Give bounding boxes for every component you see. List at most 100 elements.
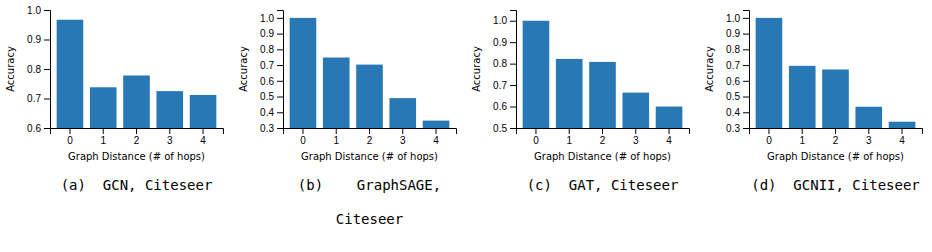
y-axis: 0.30.40.50.60.70.80.91.0	[726, 11, 749, 134]
bar	[656, 107, 683, 128]
panel: 0.30.40.50.60.70.80.91.001234Graph Dista…	[238, 11, 457, 176]
x-tick-label: 3	[400, 135, 406, 146]
y-tick-mark	[743, 18, 749, 19]
bar	[622, 93, 649, 128]
x-tick: 1	[566, 128, 572, 146]
y-tick-label: 0.8	[27, 64, 41, 75]
x-axis-title: Graph Distance (# of hops)	[68, 151, 205, 162]
x-tick-label: 2	[367, 135, 373, 146]
y-tick-mark	[510, 128, 516, 129]
x-tick-mark	[569, 128, 570, 134]
panel: 0.50.60.70.80.91.001234Graph Distance (#…	[471, 11, 690, 236]
x-axis-line	[51, 129, 224, 135]
panel: 0.30.40.50.60.70.80.91.001234Graph Dista…	[704, 11, 923, 176]
bars	[57, 20, 217, 128]
x-tick-mark	[169, 128, 170, 134]
x-axis-title: Graph Distance (# of hops)	[767, 151, 904, 162]
y-tick: 1.0	[260, 13, 283, 24]
y-tick: 0.8	[726, 44, 749, 55]
x-tick-label: 3	[633, 135, 639, 146]
y-tick-mark	[510, 21, 516, 22]
x-tick-mark	[535, 128, 536, 134]
y-tick-mark	[743, 34, 749, 35]
y-tick-mark	[277, 18, 283, 19]
bar	[323, 58, 350, 128]
x-tick: 1	[100, 128, 106, 146]
y-tick-label: 0.8	[493, 58, 507, 69]
x-tick: 0	[533, 128, 539, 146]
x-axis: 01234	[284, 128, 457, 146]
y-tick-label: 0.9	[260, 28, 274, 39]
x-tick: 3	[866, 128, 872, 146]
y-tick: 0.3	[260, 123, 283, 134]
x-tick: 3	[633, 128, 639, 146]
x-tick: 1	[333, 128, 339, 146]
y-tick: 0.7	[260, 60, 283, 71]
y-tick-mark	[743, 65, 749, 66]
y-tick-label: 0.6	[27, 123, 41, 134]
y-tick-mark	[743, 128, 749, 129]
caption: (c) GAT, Citeseer	[527, 177, 679, 193]
y-tick-mark	[44, 69, 50, 70]
y-tick-label: 0.4	[726, 107, 740, 118]
panel: 0.60.70.80.91.001234Graph Distance (# of…	[5, 5, 224, 252]
y-tick-label: 0.3	[260, 123, 274, 134]
x-tick-mark	[635, 128, 636, 134]
x-tick-label: 3	[866, 135, 872, 146]
x-tick-label: 0	[533, 135, 539, 146]
y-tick-mark	[743, 97, 749, 98]
x-tick-mark	[802, 128, 803, 134]
y-tick: 0.8	[260, 44, 283, 55]
bar	[556, 59, 583, 128]
y-tick-label: 1.0	[493, 15, 507, 26]
y-tick: 0.4	[726, 107, 749, 118]
y-tick: 0.6	[260, 76, 283, 87]
bar	[57, 20, 84, 128]
y-axis: 0.50.60.70.80.91.0	[493, 11, 516, 134]
y-tick-mark	[277, 34, 283, 35]
x-tick: 2	[600, 128, 606, 146]
y-tick-label: 0.5	[493, 123, 507, 134]
y-tick-mark	[277, 128, 283, 129]
x-axis-title: Graph Distance (# of hops)	[534, 151, 671, 162]
x-tick-mark	[69, 128, 70, 134]
x-tick-label: 4	[433, 135, 439, 146]
y-tick-label: 0.8	[260, 44, 274, 55]
y-tick-mark	[277, 97, 283, 98]
x-tick-label: 1	[333, 135, 339, 146]
y-tick-mark	[44, 10, 50, 11]
y-tick: 0.7	[493, 80, 516, 91]
y-tick-mark	[510, 85, 516, 86]
y-tick-label: 0.3	[726, 123, 740, 134]
x-tick-mark	[602, 128, 603, 134]
bar	[889, 122, 916, 128]
x-tick-mark	[768, 128, 769, 134]
x-tick-mark	[402, 128, 403, 134]
x-tick-label: 1	[799, 135, 805, 146]
x-tick-label: 4	[200, 135, 206, 146]
bar	[589, 62, 616, 128]
y-axis-line	[44, 11, 51, 129]
y-axis-line	[277, 11, 284, 129]
bar	[789, 66, 816, 128]
caption: Citeseer	[336, 211, 403, 227]
x-axis-line	[750, 129, 923, 135]
y-tick: 0.6	[726, 76, 749, 87]
y-tick: 0.5	[493, 123, 516, 134]
y-tick: 0.5	[260, 91, 283, 102]
y-tick-mark	[743, 112, 749, 113]
y-tick-label: 0.5	[726, 91, 740, 102]
x-tick: 4	[666, 128, 672, 146]
y-tick-mark	[277, 81, 283, 82]
y-tick-label: 0.7	[260, 60, 274, 71]
y-axis-title: Accuracy	[238, 46, 249, 92]
x-tick-label: 0	[766, 135, 772, 146]
x-tick: 2	[134, 128, 140, 146]
x-tick-mark	[203, 128, 204, 134]
y-tick-mark	[510, 107, 516, 108]
bar	[855, 107, 882, 128]
y-tick-label: 0.9	[27, 34, 41, 45]
y-tick-label: 0.8	[726, 44, 740, 55]
x-tick-mark	[302, 128, 303, 134]
bars	[290, 18, 450, 128]
